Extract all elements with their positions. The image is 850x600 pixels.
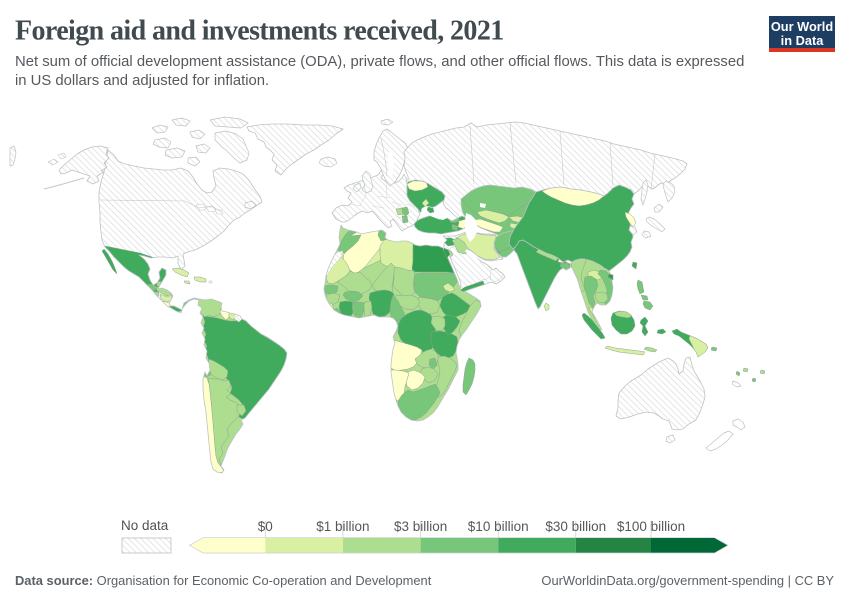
svg-text:$30 billion: $30 billion <box>545 519 606 534</box>
svg-text:Foreign aid and investments re: Foreign aid and investments received, 20… <box>15 16 504 47</box>
svg-text:$3 billion: $3 billion <box>394 519 447 534</box>
svg-text:$0: $0 <box>258 519 273 534</box>
svg-text:No data: No data <box>121 518 169 533</box>
svg-text:in Data: in Data <box>781 33 825 48</box>
svg-text:OurWorldinData.org/government-: OurWorldinData.org/government-spending |… <box>541 573 834 588</box>
svg-text:$10 billion: $10 billion <box>468 519 529 534</box>
svg-text:Data source: Organisation for: Data source: Organisation for Economic C… <box>15 573 432 588</box>
svg-text:Our World: Our World <box>771 19 833 34</box>
svg-text:in US dollars and adjusted for: in US dollars and adjusted for inflation… <box>15 73 269 89</box>
svg-text:$100 billion: $100 billion <box>617 519 685 534</box>
svg-text:Net sum of official developmen: Net sum of official development assistan… <box>15 54 744 70</box>
svg-text:$1 billion: $1 billion <box>316 519 369 534</box>
